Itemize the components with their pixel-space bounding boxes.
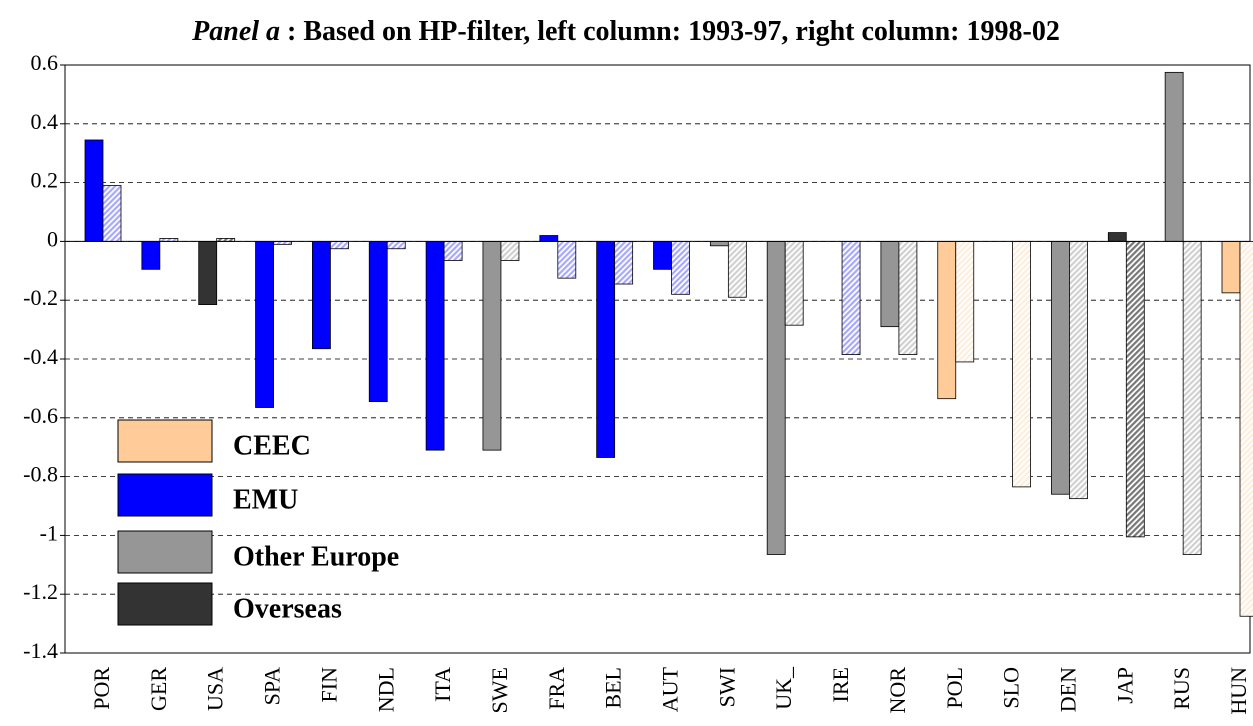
bar [425, 240, 445, 451]
bar [1164, 71, 1184, 242]
bar [841, 240, 861, 355]
x-tick-label: IRE [828, 667, 853, 702]
bar [1012, 240, 1031, 488]
y-tick-label: -1 [40, 520, 58, 545]
bar [880, 240, 900, 328]
y-tick-label: -1.4 [23, 638, 58, 663]
x-tick-label: HUN [1226, 667, 1251, 715]
x-tick-label: NOR [885, 667, 910, 714]
y-tick-label: -0.4 [23, 344, 58, 369]
chart-title: Panel a : Based on HP-filter, left colum… [191, 16, 1060, 47]
title-prefix: Panel a [191, 16, 280, 47]
y-tick-label: -0.8 [23, 462, 58, 487]
x-tick-label: DEN [1055, 667, 1080, 712]
y-tick-label: -0.6 [23, 403, 58, 428]
bar [141, 240, 161, 270]
x-tick-label: BEL [601, 667, 626, 709]
bar [368, 240, 388, 403]
x-tick-label: POR [89, 667, 114, 710]
bar [557, 240, 577, 279]
y-tick-label: 0.4 [31, 109, 59, 134]
x-tick-label: RUS [1169, 667, 1194, 710]
bar [898, 240, 918, 355]
x-tick-label: NDL [373, 667, 398, 712]
bar [311, 240, 331, 350]
x-tick-label: SWI [714, 667, 739, 707]
bar [1182, 240, 1202, 555]
title-text: : Based on HP-filter, left column: 1993-… [280, 16, 1060, 47]
bar [443, 240, 463, 261]
y-tick-label: 0.6 [31, 50, 59, 75]
bar [653, 240, 672, 270]
bar [1125, 240, 1145, 538]
bar [937, 240, 957, 400]
legend-swatch [117, 419, 213, 463]
bar [1221, 240, 1241, 294]
legend-label: EMU [233, 484, 298, 515]
legend-swatch [117, 582, 213, 626]
legend-label: Other Europe [233, 541, 399, 572]
bar [709, 240, 729, 247]
bar [1107, 232, 1127, 242]
x-tick-label: FIN [316, 667, 341, 703]
legend-swatch [117, 473, 213, 517]
bar [482, 240, 502, 451]
bar [784, 240, 804, 326]
x-tick-label: POL [942, 667, 967, 709]
bar [102, 185, 122, 242]
x-tick-label: SLO [999, 667, 1024, 709]
y-tick-label: 0.2 [31, 168, 59, 193]
x-tick-label: SPA [260, 667, 285, 705]
bar [1051, 240, 1070, 495]
x-tick-label: SWE [487, 667, 512, 713]
bar [766, 240, 786, 555]
x-tick-label: USA [203, 667, 228, 711]
x-tick-label: FRA [544, 667, 569, 710]
y-tick-label: -1.2 [23, 579, 58, 604]
bar [539, 235, 559, 242]
bar [614, 240, 634, 285]
bar [255, 240, 274, 408]
y-tick-label: -0.2 [23, 285, 58, 310]
bar [671, 240, 690, 295]
x-tick-label: JAP [1112, 667, 1137, 704]
bar [727, 240, 747, 298]
bar [500, 240, 520, 261]
x-tick-label: UK_ [771, 666, 796, 710]
bar [386, 240, 406, 250]
legend-swatch [117, 530, 213, 574]
legend-label: CEEC [233, 430, 311, 461]
bar [1239, 240, 1253, 617]
legend-label: Overseas [233, 593, 342, 624]
bar [198, 240, 218, 306]
bar [596, 240, 616, 458]
bar [955, 240, 975, 363]
bar [1069, 240, 1088, 500]
bar [84, 139, 104, 242]
y-tick-label: 0 [47, 226, 58, 251]
x-tick-label: AUT [658, 666, 683, 712]
x-tick-label: ITA [430, 667, 455, 702]
bar [329, 240, 349, 250]
x-tick-label: GER [146, 667, 171, 711]
